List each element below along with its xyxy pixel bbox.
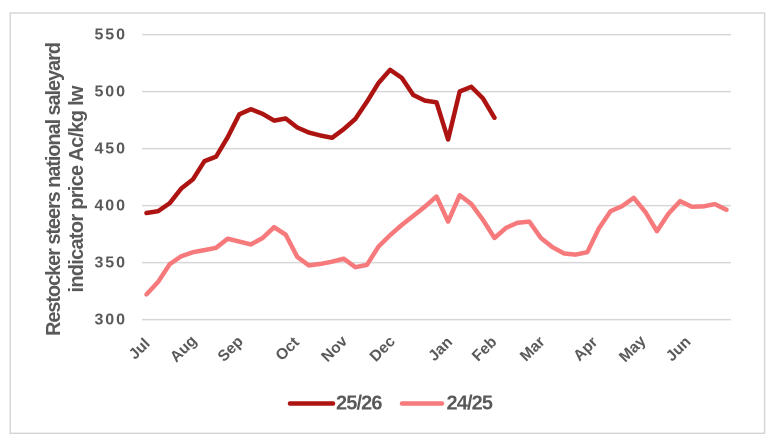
svg-text:350: 350 [95,255,126,272]
svg-text:indicator price Ac/kg lw: indicator price Ac/kg lw [66,85,88,292]
svg-text:300: 300 [95,312,126,329]
svg-text:500: 500 [95,84,126,101]
svg-text:400: 400 [95,198,126,215]
svg-text:24/25: 24/25 [447,393,494,415]
svg-text:450: 450 [95,141,126,158]
svg-text:550: 550 [95,27,126,44]
svg-text:25/26: 25/26 [336,393,383,415]
svg-text:Restocker steers national sale: Restocker steers national saleyard [43,42,65,336]
